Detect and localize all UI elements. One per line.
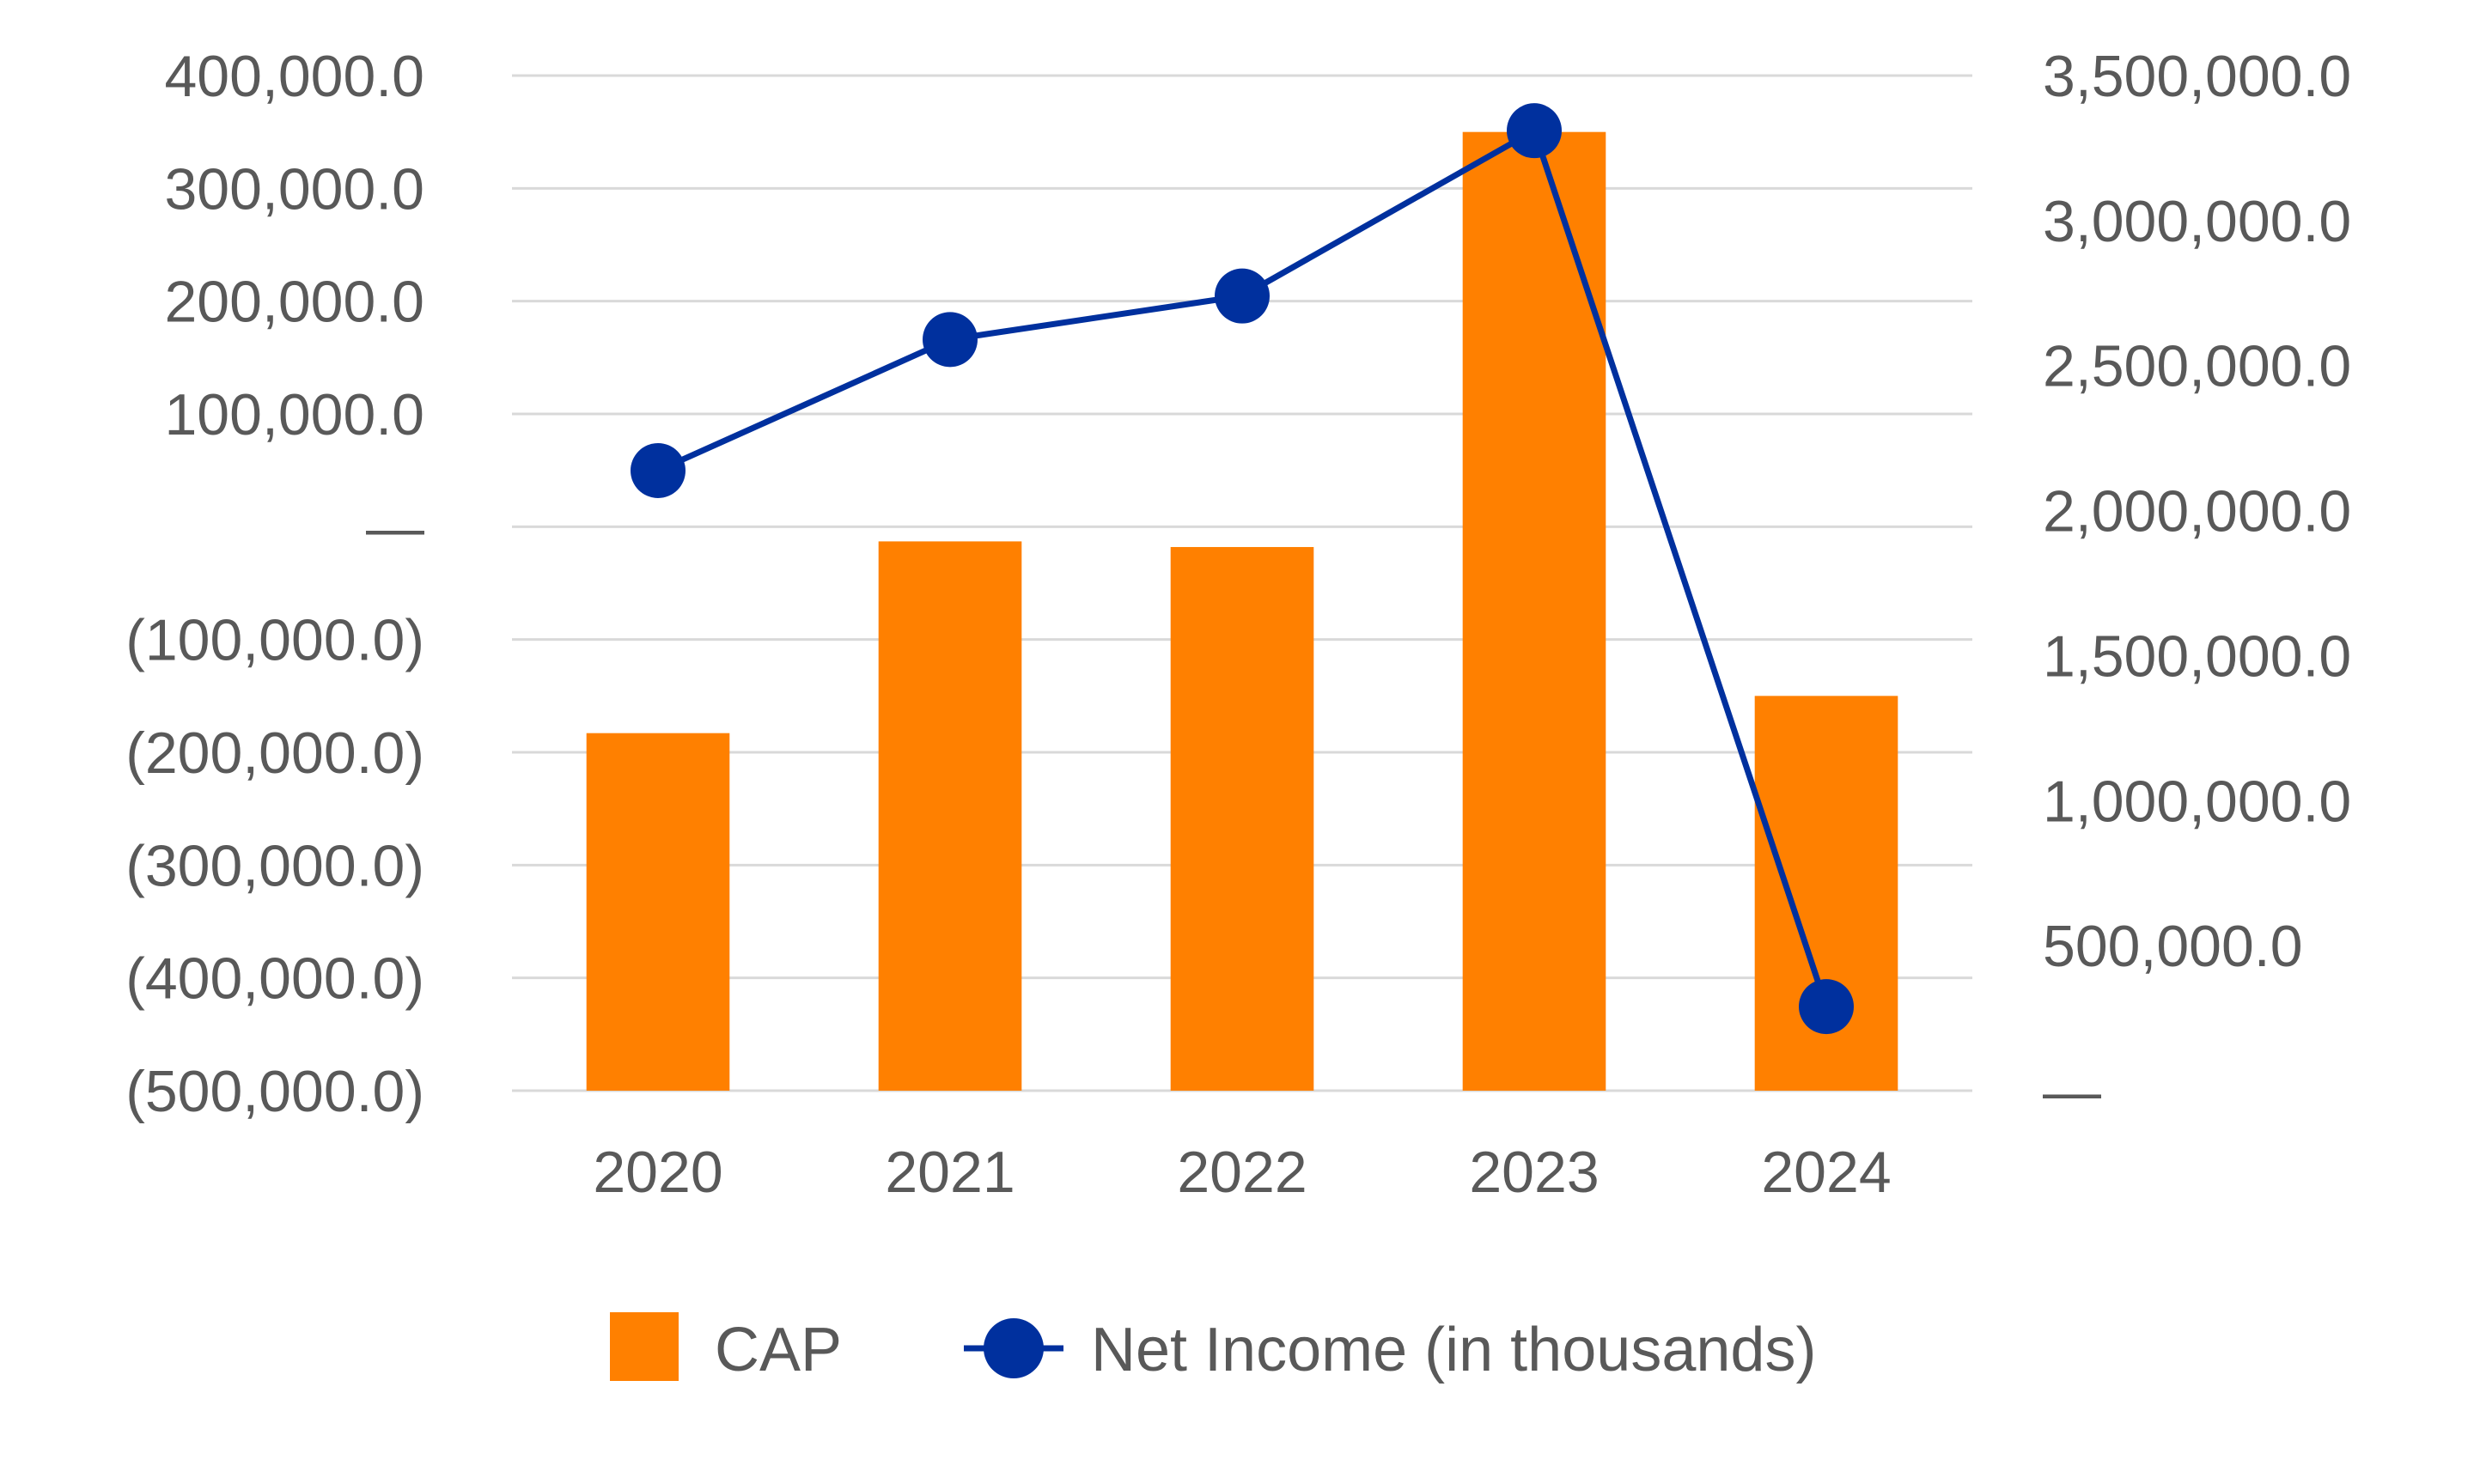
net-income-point-2023 bbox=[1507, 103, 1562, 159]
right-tick-label: 500,000.0 bbox=[2043, 914, 2303, 979]
legend: CAP Net Income (in thousands) bbox=[610, 1312, 1816, 1384]
net-income-point-2020 bbox=[631, 442, 686, 498]
x-tick-label: 2020 bbox=[593, 1140, 722, 1205]
right-tick-label: 1,000,000.0 bbox=[2043, 769, 2351, 834]
left-tick-label: (500,000.0) bbox=[125, 1059, 424, 1124]
right-tick-label: 1,500,000.0 bbox=[2043, 623, 2351, 689]
left-tick-label: 200,000.0 bbox=[164, 270, 424, 335]
left-tick-label: (300,000.0) bbox=[125, 833, 424, 898]
right-tick-label: — bbox=[2043, 1059, 2101, 1124]
legend-cap-swatch bbox=[610, 1312, 679, 1381]
net-income-point-2022 bbox=[1215, 268, 1270, 324]
cap-bar-2023 bbox=[1462, 131, 1606, 1092]
x-tick-label: 2022 bbox=[1177, 1140, 1307, 1205]
right-tick-label: 2,500,000.0 bbox=[2043, 334, 2351, 399]
cap-bar-2020 bbox=[586, 733, 730, 1091]
legend-net-income-marker bbox=[984, 1318, 1044, 1378]
left-axis: 400,000.0 300,000.0 200,000.0 100,000.0 — (10… bbox=[125, 44, 424, 1124]
left-tick-label: 400,000.0 bbox=[164, 44, 424, 109]
x-tick-label: 2021 bbox=[885, 1140, 1015, 1205]
left-tick-label: (100,000.0) bbox=[125, 608, 424, 673]
x-axis: 2020 2021 2022 2023 2024 bbox=[593, 1140, 1891, 1205]
legend-cap-label: CAP bbox=[715, 1316, 842, 1384]
net-income-line-series bbox=[631, 103, 1854, 1035]
net-income-point-2024 bbox=[1799, 979, 1854, 1035]
net-income-point-2021 bbox=[923, 312, 978, 368]
x-tick-label: 2023 bbox=[1469, 1140, 1599, 1205]
left-tick-label: 300,000.0 bbox=[164, 156, 424, 222]
x-tick-label: 2024 bbox=[1761, 1140, 1891, 1205]
left-tick-label: (400,000.0) bbox=[125, 946, 424, 1012]
left-tick-label: 100,000.0 bbox=[164, 382, 424, 447]
right-tick-label: 3,000,000.0 bbox=[2043, 189, 2351, 254]
right-tick-label: 3,500,000.0 bbox=[2043, 44, 2351, 109]
right-tick-label: 2,000,000.0 bbox=[2043, 479, 2351, 544]
legend-net-income-label: Net Income (in thousands) bbox=[1091, 1316, 1816, 1384]
left-tick-label: (200,000.0) bbox=[125, 721, 424, 786]
left-tick-label: — bbox=[366, 495, 424, 560]
cap-bars bbox=[586, 131, 1898, 1092]
cap-bar-2022 bbox=[1170, 546, 1314, 1091]
cap-bar-2021 bbox=[878, 541, 1022, 1091]
right-axis: 3,500,000.0 3,000,000.0 2,500,000.0 2,000,0… bbox=[2043, 44, 2351, 1124]
